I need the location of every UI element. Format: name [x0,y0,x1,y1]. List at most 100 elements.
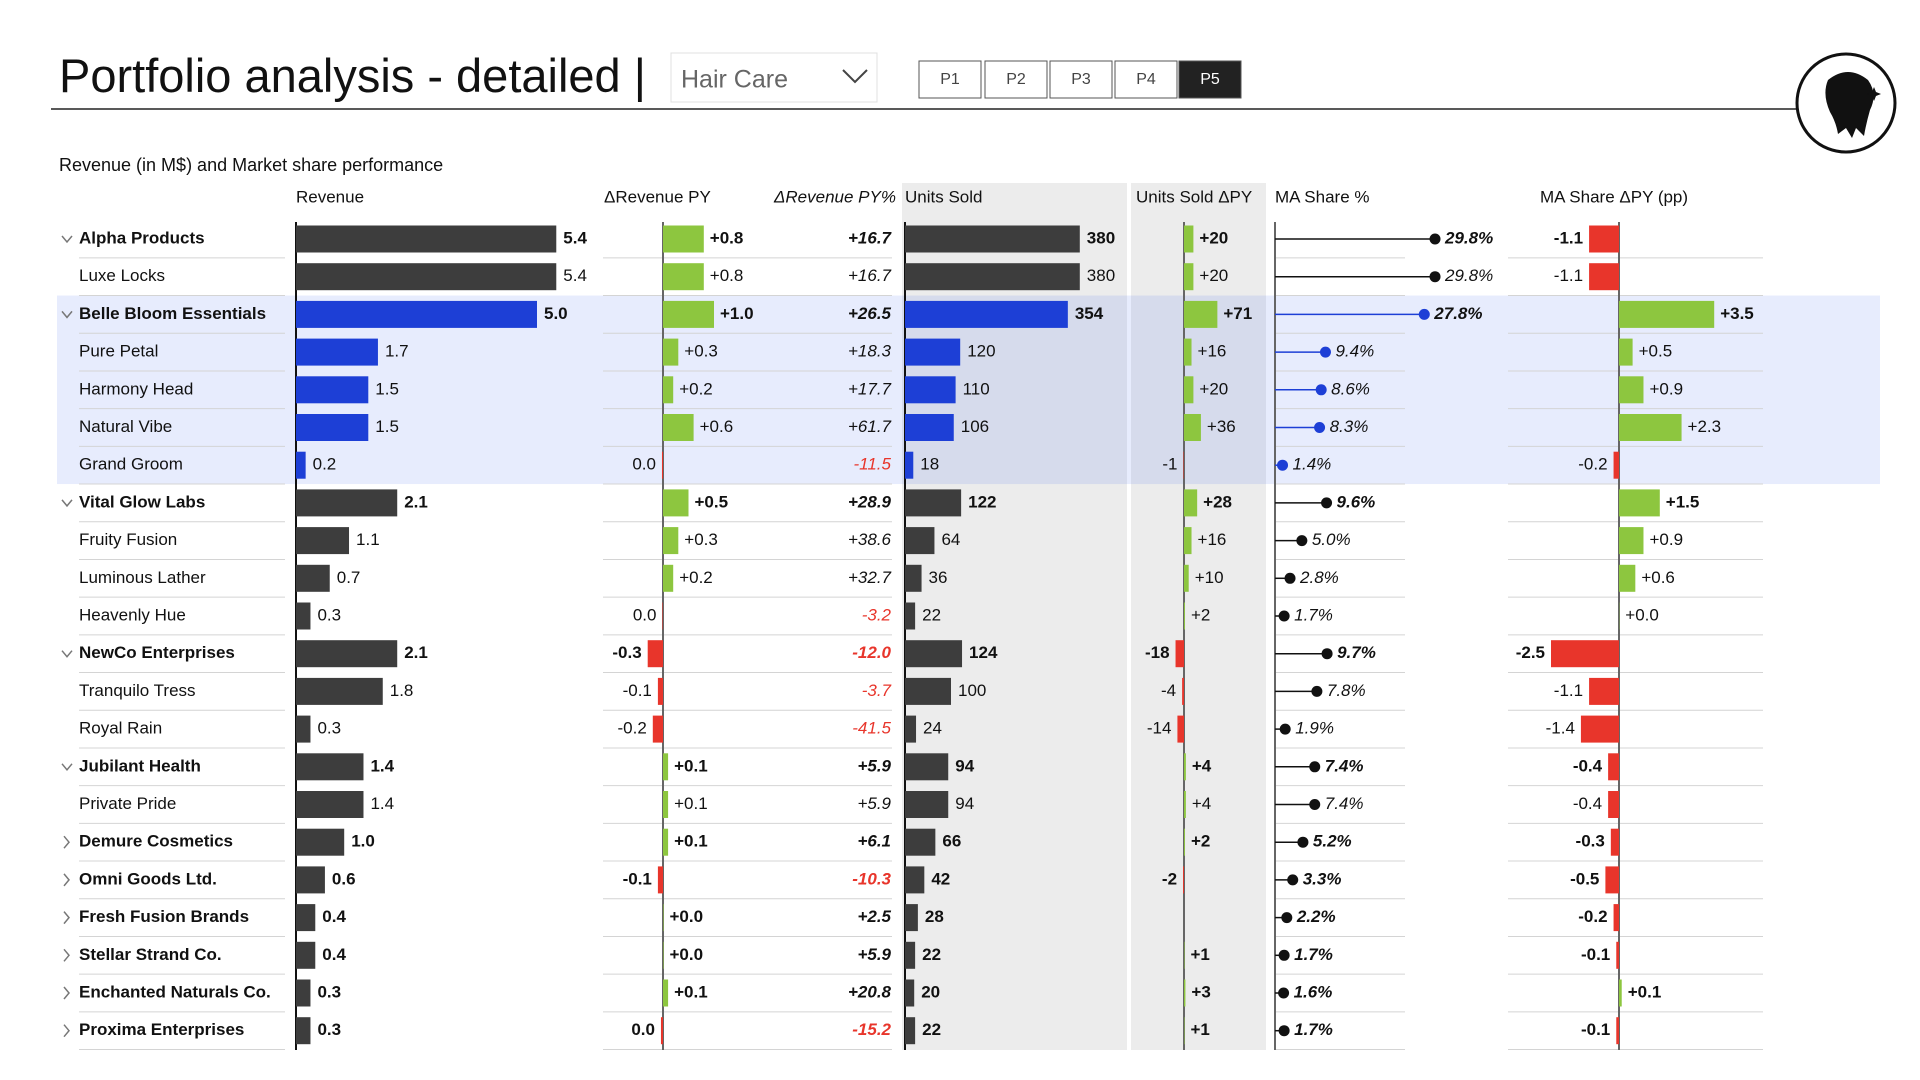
page-button[interactable] [918,60,982,99]
delta-bar [663,753,669,781]
bar [296,791,364,818]
expand-chevron[interactable] [61,235,73,244]
delta-bar [1616,1017,1619,1045]
value-label: -0.4 [1573,756,1603,775]
page-button-label[interactable]: P2 [1006,71,1026,88]
dropdown-arrow[interactable] [842,69,868,84]
value-label: 1.4 [370,756,394,775]
value-label: 380 [1087,266,1115,285]
expand-chevron[interactable] [63,835,70,849]
page-button[interactable] [1049,60,1113,99]
value-label: -0.2 [1578,907,1607,926]
expand-chevron[interactable] [61,763,73,771]
value-label: -3.2 [862,605,892,624]
lollipop-dot [1309,761,1321,773]
delta-bar [1619,979,1622,1007]
value-label: 124 [969,643,998,662]
dropdown[interactable]: Hair Care [670,52,878,103]
value-label: -0.1 [623,681,652,700]
value-label: -0.1 [1581,945,1610,964]
row-label: Luxe Locks [79,266,165,285]
bar [296,979,311,1007]
bar [296,602,311,630]
value-label: 5.0% [1312,530,1351,549]
bar [905,715,917,743]
dropdown-value[interactable]: Hair Care [681,66,788,94]
dropdown-box[interactable] [670,52,878,103]
row-label: NewCo Enterprises [79,643,235,662]
value-label: 27.8% [1433,304,1482,323]
value-label: -1.1 [1554,266,1583,285]
value-label: 5.4 [563,228,587,247]
expand-chevron[interactable] [63,911,70,925]
value-label: +1 [1190,1020,1209,1039]
row-label: Royal Rain [79,719,162,738]
value-label: 0.6 [332,869,356,888]
delta-bar [1175,640,1184,668]
expand-chevron[interactable] [63,986,70,1000]
value-label: 8.3% [1330,417,1369,436]
bar [905,753,949,781]
bar [905,866,925,894]
page-button-label[interactable]: P5 [1200,71,1220,88]
row-label: Demure Cosmetics [79,832,233,851]
bar [296,376,369,404]
value-label: 0.4 [322,907,346,926]
value-label: 100 [958,681,986,700]
value-label: 7.4% [1325,756,1364,775]
expand-chevron[interactable] [61,310,73,319]
value-label: +71 [1223,304,1252,323]
bar [296,263,557,291]
value-label: +0.1 [1628,982,1662,1001]
delta-bar [663,489,689,517]
logo [1795,52,1897,154]
value-label: 1.5 [375,379,399,398]
expand-chevron[interactable] [61,499,73,508]
bar [905,941,916,969]
delta-bar [1589,263,1619,291]
expand-chevron[interactable] [63,873,70,887]
row-label: Jubilant Health [79,756,201,775]
bar [905,791,949,818]
value-label: +2.3 [1688,417,1722,436]
value-label: -14 [1147,719,1172,738]
value-label: +38.6 [848,530,892,549]
value-label: +0.2 [679,568,713,587]
expand-chevron[interactable] [63,948,70,962]
value-label: 5.2% [1313,832,1352,851]
value-label: 0.2 [313,455,337,474]
lollipop-dot [1321,497,1333,509]
page-button-label[interactable]: P3 [1071,71,1091,88]
value-label: 1.4% [1293,455,1332,474]
bar [905,300,1068,328]
lollipop-dot [1418,308,1430,320]
value-label: -1 [1162,455,1177,474]
value-label: +28 [1203,492,1232,511]
value-label: -2 [1162,869,1177,888]
row-label: Private Pride [79,794,176,813]
expand-chevron[interactable] [61,650,73,658]
expand-chevron[interactable] [63,1024,70,1038]
lollipop-dot [1309,799,1321,810]
value-label: +0.1 [674,794,708,813]
page-button[interactable] [1178,60,1242,99]
value-label: 122 [968,492,996,511]
bar [905,263,1080,291]
row-label: Stellar Strand Co. [79,945,222,964]
bar [296,564,330,592]
delta-bar [1608,791,1619,818]
value-label: +4 [1192,794,1211,813]
value-label: -15.2 [852,1020,891,1039]
value-label: -1.1 [1554,681,1583,700]
page-title: Portfolio analysis - detailed | [59,49,646,102]
value-label: +4 [1192,756,1212,775]
page-button-label[interactable]: P1 [940,71,960,88]
page-button[interactable] [1114,60,1178,99]
logo-mark [1825,72,1874,138]
delta-bar [1184,602,1185,630]
page-button[interactable] [984,60,1048,99]
value-label: +0.2 [679,379,713,398]
row-label: Grand Groom [79,455,183,474]
page-button-label[interactable]: P4 [1136,71,1156,88]
bar [296,451,306,479]
